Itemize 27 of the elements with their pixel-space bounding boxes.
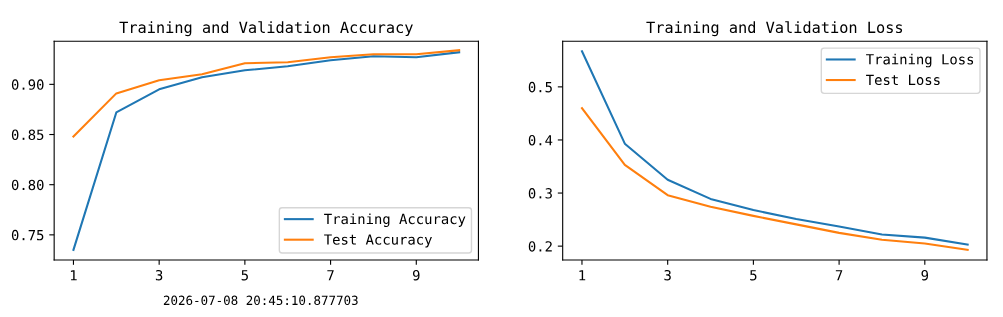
legend-label: Test Loss <box>866 74 940 86</box>
y-tick-label: 0.90 <box>11 79 44 90</box>
y-tick-label: 0.5 <box>528 81 552 93</box>
x-tick-label: 1 <box>70 270 77 281</box>
x-tick-label: 5 <box>750 270 757 281</box>
chart-title: Training and Validation Accuracy <box>119 21 413 37</box>
y-tick-label: 0.85 <box>11 129 44 141</box>
y-tick-label: 0.75 <box>11 229 44 241</box>
y-tick-label: 0.4 <box>528 134 553 146</box>
line-series <box>580 107 969 251</box>
y-tick-label: 0.3 <box>528 188 552 199</box>
x-tick-label: 1 <box>579 270 586 281</box>
line-series <box>72 49 461 138</box>
x-tick-label: 9 <box>412 269 420 281</box>
x-tick-label: 7 <box>327 270 334 281</box>
x-tick-label: 3 <box>155 269 163 281</box>
legend-label: Training Accuracy <box>324 213 466 227</box>
y-tick-label: 0.80 <box>11 179 44 191</box>
x-tick-label: 7 <box>835 270 843 281</box>
legend-label: Test Accuracy <box>324 234 432 248</box>
y-tick-label: 0.2 <box>528 241 552 252</box>
text: 2026-07-08 20:45:10.877703 <box>163 295 358 306</box>
x-tick-label: 3 <box>664 269 671 281</box>
x-tick-label: 5 <box>241 270 248 281</box>
legend-label: Training Loss <box>866 53 974 68</box>
x-tick-label: 9 <box>921 269 929 281</box>
chart-title: Training and Validation Loss <box>646 21 903 37</box>
